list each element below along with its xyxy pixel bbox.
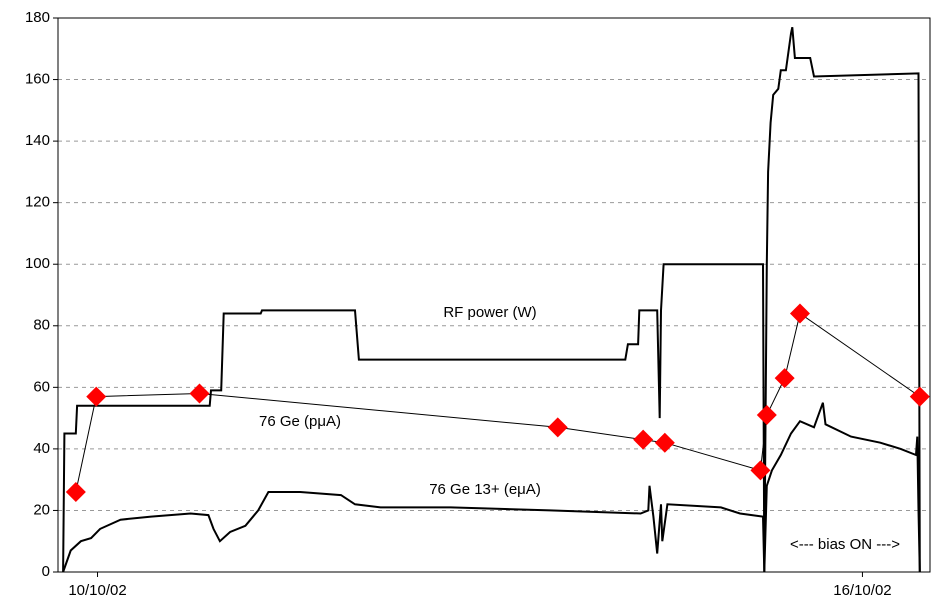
y-tick-label: 160 bbox=[25, 71, 50, 88]
data-point bbox=[909, 386, 930, 407]
y-tick-label: 40 bbox=[33, 440, 50, 457]
data-point bbox=[750, 460, 771, 481]
data-point bbox=[774, 368, 795, 389]
y-tick-label: 80 bbox=[33, 317, 50, 334]
y-tick-label: 120 bbox=[25, 194, 50, 211]
annotation: <--- bias ON ---> bbox=[790, 536, 900, 553]
series-label: 76 Ge (pμA) bbox=[259, 413, 341, 430]
data-point bbox=[86, 386, 107, 407]
data-point bbox=[654, 432, 675, 453]
series-label: RF power (W) bbox=[443, 304, 536, 321]
y-tick-label: 140 bbox=[25, 132, 50, 149]
y-tick-label: 0 bbox=[42, 563, 50, 580]
y-tick-label: 180 bbox=[25, 9, 50, 26]
y-tick-label: 20 bbox=[33, 501, 50, 518]
x-tick-label: 16/10/02 bbox=[833, 582, 891, 599]
y-tick-label: 60 bbox=[33, 378, 50, 395]
data-point bbox=[189, 383, 210, 404]
series-label: 76 Ge 13+ (eμA) bbox=[429, 481, 541, 498]
series-line bbox=[62, 402, 921, 573]
data-point bbox=[547, 417, 568, 438]
data-point bbox=[756, 405, 777, 426]
data-point bbox=[789, 303, 810, 324]
x-tick-label: 10/10/02 bbox=[68, 582, 126, 599]
plot-frame bbox=[57, 17, 931, 573]
series-line bbox=[62, 26, 921, 573]
y-tick-label: 100 bbox=[25, 255, 50, 272]
series-line bbox=[75, 312, 921, 493]
data-point bbox=[65, 481, 86, 502]
data-point bbox=[633, 429, 654, 450]
